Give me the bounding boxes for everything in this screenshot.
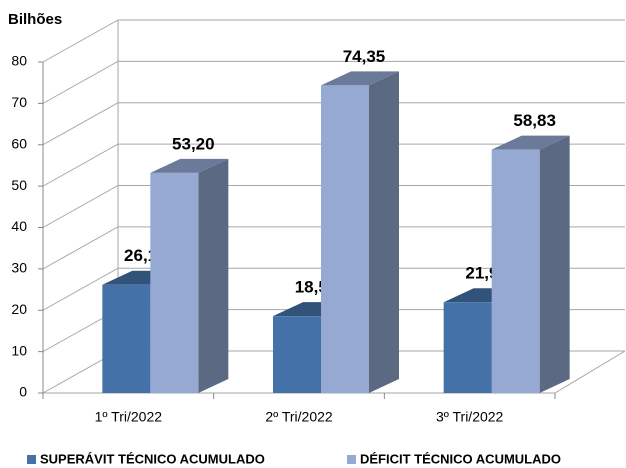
bar-side [198, 158, 229, 393]
data-label: 58,83 [513, 111, 556, 130]
bar-top [321, 71, 399, 86]
y-tick-label: 30 [11, 260, 27, 276]
floor-edge [554, 350, 626, 394]
y-tick-label: 0 [19, 384, 27, 400]
bar [321, 71, 399, 393]
bar-front [273, 316, 321, 393]
grid-line [42, 60, 625, 104]
y-tick-label: 20 [11, 301, 27, 317]
grid-line [42, 102, 625, 146]
y-tick-label: 40 [11, 218, 27, 234]
grid-line [42, 185, 625, 228]
y-tick-label: 50 [11, 177, 27, 193]
x-tick-label: 3º Tri/2022 [436, 409, 504, 425]
x-tick-label: 2º Tri/2022 [265, 409, 333, 425]
y-tick-label: 60 [11, 135, 27, 151]
y-tick-label: 80 [11, 53, 27, 69]
bar-front [491, 149, 540, 393]
bar-top [491, 135, 570, 150]
data-label: 74,35 [343, 47, 386, 66]
y-axis-label: Bilhões [8, 11, 62, 28]
bar-side [539, 135, 570, 393]
bar-front [321, 85, 369, 393]
y-tick-label: 10 [11, 342, 27, 358]
x-tick-label: 1º Tri/2022 [95, 409, 163, 425]
bar [491, 135, 570, 393]
y-tick-label: 70 [11, 94, 27, 110]
legend-label: SUPERÁVIT TÉCNICO ACUMULADO [40, 451, 265, 466]
bar-front [102, 284, 151, 393]
grid-line [42, 19, 625, 63]
bar-top [150, 158, 229, 173]
grid-line [42, 267, 625, 311]
data-label: 53,20 [172, 134, 215, 153]
legend-label: DÉFICIT TÉCNICO ACUMULADO [360, 451, 561, 466]
grid-line [42, 226, 625, 270]
grid-line [42, 143, 625, 187]
bar [150, 158, 229, 393]
legend-swatch [27, 455, 36, 464]
bar-side [369, 71, 399, 393]
legend-swatch [347, 455, 356, 464]
bar-front [443, 302, 492, 393]
bar-front [150, 172, 199, 393]
